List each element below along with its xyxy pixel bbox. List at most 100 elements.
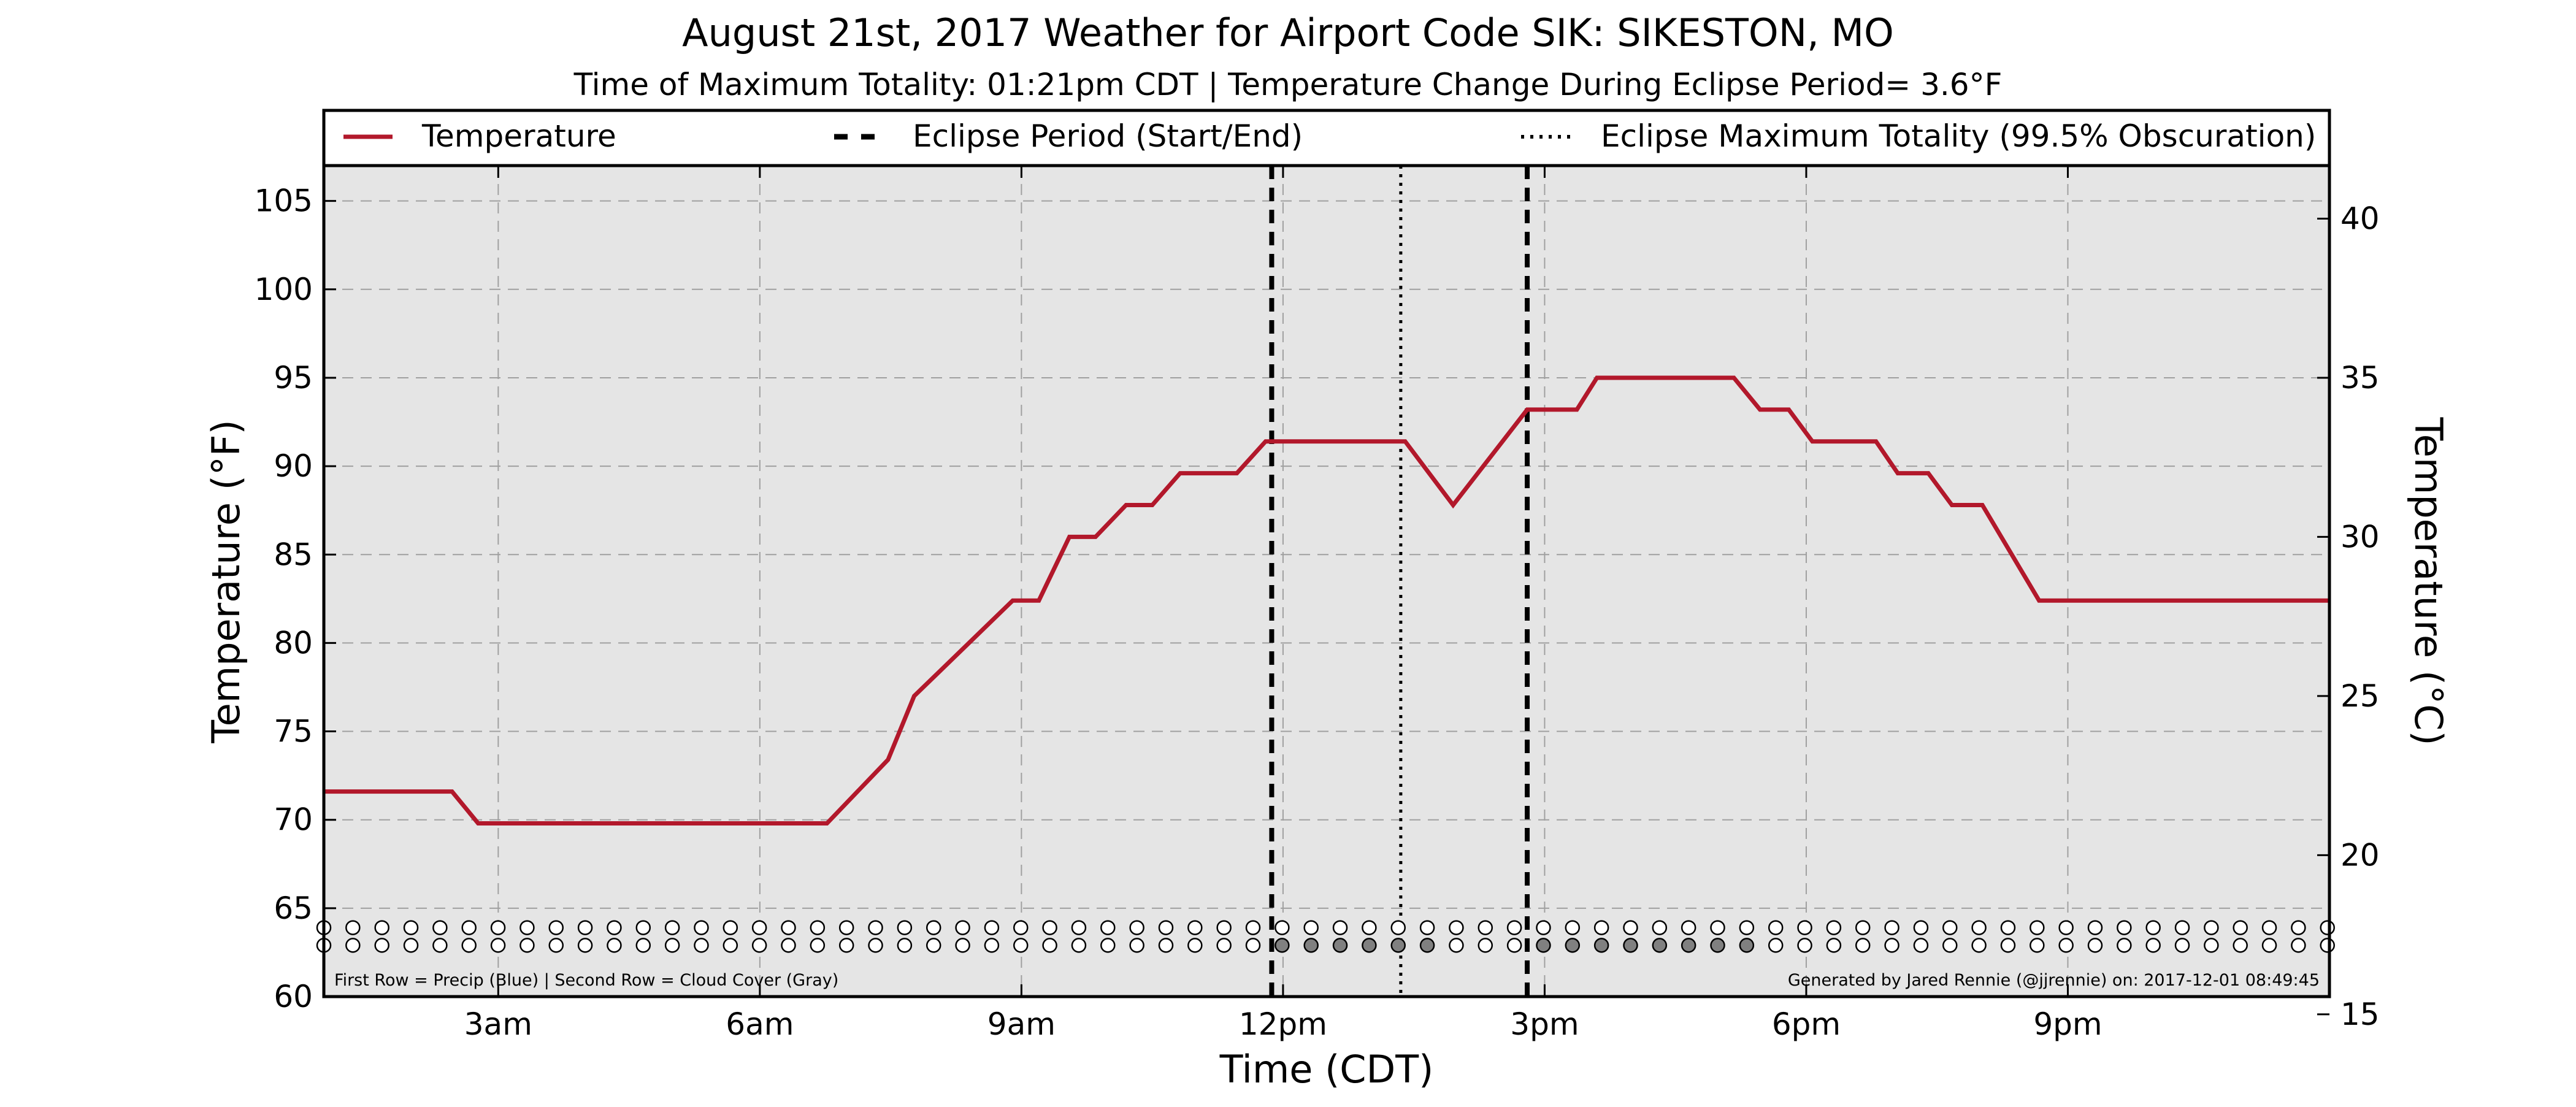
precip-marker: [432, 920, 448, 935]
precip-marker: [1506, 920, 1522, 935]
precip-marker: [2087, 920, 2103, 935]
y-tick-label: 60: [274, 979, 313, 1014]
precip-marker: [1826, 920, 1842, 935]
y-tick-label: 100: [255, 272, 313, 307]
precip-marker: [1913, 920, 1929, 935]
precip-marker: [1245, 920, 1261, 935]
precip-marker: [984, 920, 1000, 935]
cloud-cover-marker: [2291, 938, 2306, 953]
precip-marker: [1768, 920, 1784, 935]
precip-marker: [868, 920, 883, 935]
cloud-cover-marker: [1652, 938, 1668, 953]
cloud-cover-marker: [2233, 938, 2248, 953]
precip-marker: [751, 920, 767, 935]
cloud-cover-marker: [2145, 938, 2161, 953]
precip-marker: [1942, 920, 1958, 935]
precip-marker: [1013, 920, 1029, 935]
cloud-cover-marker: [1158, 938, 1174, 953]
cloud-cover-marker: [751, 938, 767, 953]
cloud-cover-marker: [1942, 938, 1958, 953]
cloud-cover-marker: [1187, 938, 1203, 953]
cloud-cover-marker: [1884, 938, 1899, 953]
chart-title: August 21st, 2017 Weather for Airport Co…: [682, 10, 1894, 55]
cloud-cover-marker: [403, 938, 419, 953]
x-tick-label: 9am: [987, 1006, 1056, 1042]
precip-marker: [2058, 920, 2074, 935]
axis-ticks: 3am 6am 9am 12pm 3pm 6pm 9pm 60 65 70 75 80 85 90 95 10…: [255, 166, 2380, 1042]
cloud-cover-marker: [1536, 938, 1551, 953]
series-layer: [324, 375, 2329, 825]
cloud-cover-marker: [1332, 938, 1348, 953]
precip-marker: [345, 920, 361, 935]
y-right-tick-label: 35: [2340, 360, 2380, 396]
precip-marker: [1071, 920, 1087, 935]
precip-marker: [635, 920, 651, 935]
eclipse-lines: [1269, 166, 1530, 997]
precip-marker: [781, 920, 796, 935]
cloud-cover-marker: [2204, 938, 2219, 953]
precip-marker: [1739, 920, 1755, 935]
precip-marker: [1710, 920, 1725, 935]
cloud-cover-marker: [926, 938, 941, 953]
cloud-cover-marker: [461, 938, 477, 953]
precip-marker: [1158, 920, 1174, 935]
cloud-cover-marker: [2117, 938, 2132, 953]
precip-marker: [955, 920, 970, 935]
cloud-cover-marker: [607, 938, 622, 953]
cloud-cover-marker: [868, 938, 883, 953]
y-tick-label: 75: [274, 714, 313, 749]
cloud-cover-marker: [1739, 938, 1755, 953]
precip-marker: [1042, 920, 1057, 935]
cloud-cover-marker: [1478, 938, 1493, 953]
precip-marker: [1303, 920, 1319, 935]
precip-marker: [577, 920, 593, 935]
precip-marker: [1390, 920, 1406, 935]
y-tick-label: 105: [255, 183, 313, 219]
precip-marker: [548, 920, 564, 935]
precip-marker: [1275, 920, 1290, 935]
cloud-cover-marker: [1042, 938, 1057, 953]
cloud-cover-marker: [1362, 938, 1377, 953]
precip-marker: [1593, 920, 1609, 935]
precip-marker: [664, 920, 680, 935]
precip-marker: [374, 920, 389, 935]
grid: [324, 166, 2329, 997]
precip-marker: [1971, 920, 1987, 935]
y-right-tick-label: 15: [2340, 997, 2380, 1032]
precip-marker: [1478, 920, 1493, 935]
cloud-cover-marker: [1275, 938, 1290, 953]
precip-marker: [723, 920, 738, 935]
x-tick-label: 3am: [464, 1006, 532, 1042]
cloud-cover-marker: [2000, 938, 2016, 953]
cloud-cover-marker: [1768, 938, 1784, 953]
cloud-cover-marker: [1593, 938, 1609, 953]
precip-marker: [2145, 920, 2161, 935]
cloud-cover-marker: [374, 938, 389, 953]
cloud-cover-marker: [1565, 938, 1581, 953]
precip-marker: [838, 920, 854, 935]
cloud-cover-marker: [2174, 938, 2190, 953]
footer-right-credit: Generated by Jared Rennie (@jjrennie) on…: [1788, 971, 2320, 990]
precip-marker: [926, 920, 941, 935]
cloud-cover-marker: [1826, 938, 1842, 953]
y-right-tick-label: 40: [2340, 201, 2380, 236]
precip-marker: [1681, 920, 1696, 935]
cloud-cover-marker: [1245, 938, 1261, 953]
cloud-cover-marker: [1071, 938, 1087, 953]
cloud-cover-marker: [345, 938, 361, 953]
precip-marker: [519, 920, 535, 935]
cloud-cover-marker: [781, 938, 796, 953]
precip-marker: [2233, 920, 2248, 935]
cloud-cover-marker: [1855, 938, 1871, 953]
precip-marker: [2261, 920, 2277, 935]
y-axis-right-label: Temperature (°C): [2406, 416, 2451, 745]
cloud-cover-marker: [432, 938, 448, 953]
cloud-cover-marker: [1710, 938, 1725, 953]
cloud-cover-marker: [1100, 938, 1116, 953]
y-tick-label: 85: [274, 537, 313, 572]
temperature-line: [324, 375, 2329, 825]
precip-marker: [1332, 920, 1348, 935]
precip-marker: [1362, 920, 1377, 935]
